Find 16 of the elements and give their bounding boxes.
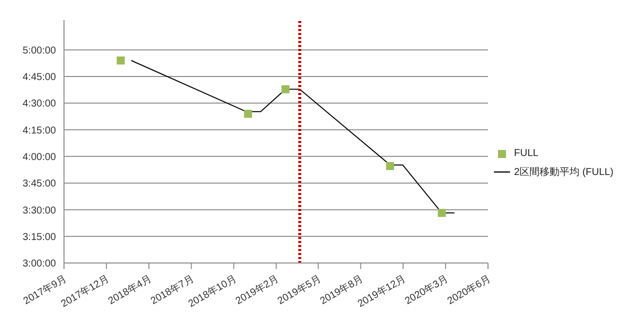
y-tick-label: 3:15:00 <box>22 232 56 243</box>
legend-label: 2区間移動平均 (FULL) <box>514 166 614 179</box>
point <box>386 162 394 170</box>
point <box>438 208 446 217</box>
y-tick-label: 4:45:00 <box>22 72 56 84</box>
point <box>281 85 290 94</box>
y-tick-label: 4:00:00 <box>22 152 56 163</box>
point <box>116 56 125 64</box>
y-tick-label: 4:15:00 <box>22 125 56 136</box>
y-tick-label: 3:30:00 <box>22 205 56 216</box>
y-tick-label: 3:45:00 <box>22 178 56 190</box>
y-tick-label: 5:00:00 <box>22 45 56 56</box>
y-tick-label: 3:00:00 <box>22 258 56 270</box>
y-tick-label: 4:30:00 <box>22 98 56 110</box>
point <box>244 110 252 118</box>
legend-label: FULL <box>514 148 538 159</box>
